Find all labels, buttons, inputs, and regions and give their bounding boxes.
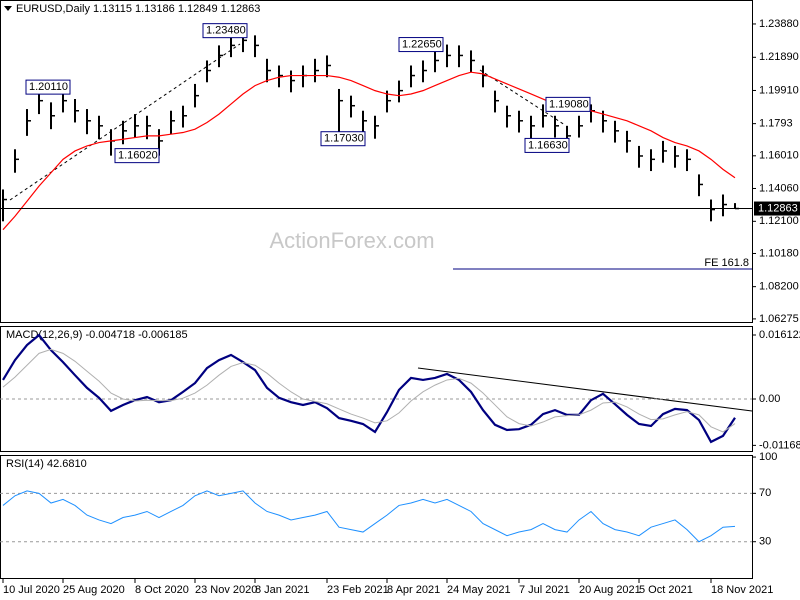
y-tick-label: 1.10180 xyxy=(759,247,799,259)
annotation-box xyxy=(545,96,591,112)
panel-title: RSI(14) 42.6810 xyxy=(6,458,87,470)
x-tick-label: 8 Jan 2021 xyxy=(255,584,309,596)
y-tick-label: -0.011681 xyxy=(759,439,800,451)
annotation-box xyxy=(398,37,444,53)
panel-title: MACD(12,26,9) -0.004718 -0.006185 xyxy=(6,329,188,341)
annotation-box xyxy=(524,137,570,153)
panel-frame xyxy=(0,326,753,452)
last-price-label: 1.12863 xyxy=(758,202,798,214)
x-tick-label: 8 Apr 2021 xyxy=(387,584,440,596)
y-tick-label: 0.016122 xyxy=(759,329,800,341)
x-tick-label: 23 Nov 2020 xyxy=(195,584,257,596)
panel-frame xyxy=(0,455,753,579)
y-tick-label: 1.1793 xyxy=(759,118,793,130)
y-tick-label: 100 xyxy=(759,451,777,463)
x-tick-label: 5 Oct 2021 xyxy=(639,584,693,596)
series-line xyxy=(2,490,736,543)
annotation-label: 1.22650 xyxy=(402,38,442,50)
x-tick-label: 8 Oct 2020 xyxy=(135,584,189,596)
annotation-box xyxy=(202,23,248,39)
y-tick-label: 70 xyxy=(759,487,771,499)
trend-line xyxy=(9,43,241,201)
y-tick-label: 1.23880 xyxy=(759,18,799,30)
panel-frame xyxy=(0,0,753,323)
y-tick-label: 0.00 xyxy=(759,393,780,405)
annotation-label: 1.19080 xyxy=(549,98,589,110)
y-tick-label: 1.08200 xyxy=(759,281,799,293)
annotation-box xyxy=(320,131,366,147)
x-tick-label: 7 Jul 2021 xyxy=(519,584,570,596)
collapse-icon xyxy=(4,6,12,11)
annotation-label: 1.20110 xyxy=(29,81,68,93)
x-tick-label: 10 Jul 2020 xyxy=(3,584,60,596)
annotation-box xyxy=(114,148,160,164)
x-tick-label: 25 Aug 2020 xyxy=(63,584,125,596)
annotation-label: 1.16630 xyxy=(528,139,568,151)
y-tick-label: 1.21890 xyxy=(759,51,799,63)
annotation-label: 1.23480 xyxy=(206,25,246,37)
annotation-box xyxy=(25,79,71,95)
y-tick-label: 1.06275 xyxy=(759,313,799,325)
y-tick-label: 1.16010 xyxy=(759,150,799,162)
series-line xyxy=(2,348,736,433)
x-tick-label: 20 Aug 2021 xyxy=(579,584,641,596)
watermark: ActionForex.com xyxy=(269,228,434,253)
y-tick-label: 1.12100 xyxy=(759,215,799,227)
panel-title: EURUSD,Daily 1.13115 1.13186 1.12849 1.1… xyxy=(16,3,260,15)
x-tick-label: 23 Feb 2021 xyxy=(327,584,389,596)
x-tick-label: 18 Nov 2021 xyxy=(711,584,773,596)
y-tick-label: 1.19910 xyxy=(759,84,799,96)
annotation-label: 1.17030 xyxy=(324,133,364,145)
trend-line xyxy=(479,69,566,126)
annotation-label: 1.16020 xyxy=(118,150,158,162)
macd-trend-line xyxy=(417,367,753,412)
y-tick-label: 1.14060 xyxy=(759,182,799,194)
last-price-box xyxy=(754,201,800,216)
moving-average xyxy=(2,71,736,231)
x-tick-label: 24 May 2021 xyxy=(447,584,511,596)
fe-level-label: FE 161.8 xyxy=(704,257,749,269)
y-tick-label: 30 xyxy=(759,536,771,548)
